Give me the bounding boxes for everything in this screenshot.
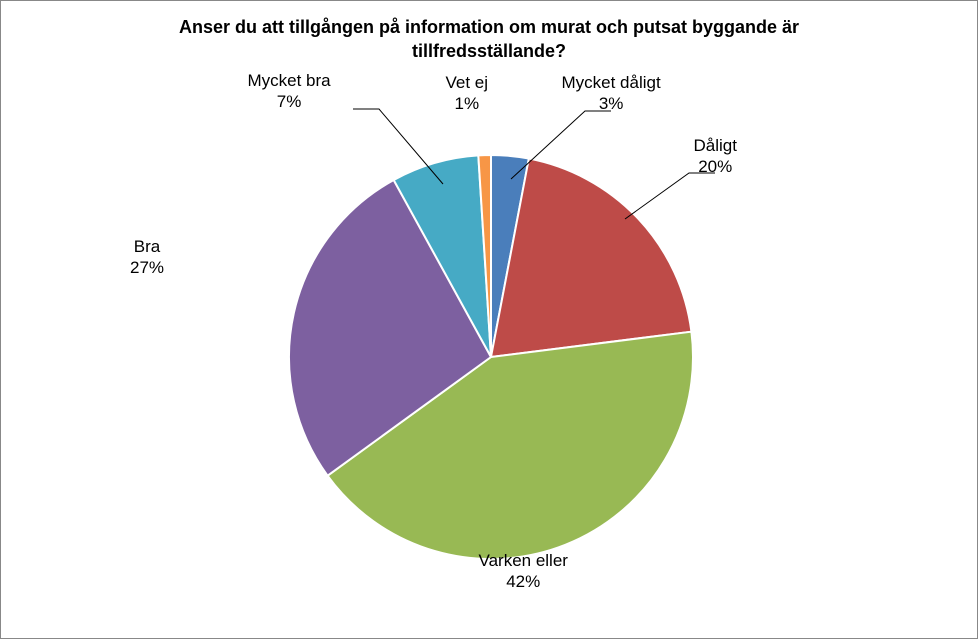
slice-label: Bra 27% — [130, 236, 164, 279]
slice-label-name: Mycket bra — [248, 71, 331, 90]
slice-label-pct: 1% — [454, 94, 479, 113]
slice-label-pct: 3% — [599, 94, 624, 113]
slice-label-pct: 7% — [277, 92, 302, 111]
slice-label: Varken eller 42% — [479, 550, 568, 593]
title-line-2: tillfredsställande? — [412, 41, 566, 61]
slice-label-pct: 42% — [506, 572, 540, 591]
leader-line — [625, 173, 715, 219]
pie-chart — [1, 81, 978, 621]
slice-label: Vet ej 1% — [446, 72, 489, 115]
slice-label-pct: 27% — [130, 258, 164, 277]
slice-label-name: Mycket dåligt — [562, 73, 661, 92]
slice-label: Mycket dåligt 3% — [562, 72, 661, 115]
slice-label: Mycket bra 7% — [248, 70, 331, 113]
slice-label-name: Bra — [134, 237, 160, 256]
slice-label: Dåligt 20% — [694, 135, 737, 178]
slice-label-pct: 20% — [698, 157, 732, 176]
slice-label-name: Dåligt — [694, 136, 737, 155]
title-line-1: Anser du att tillgången på information o… — [179, 17, 799, 37]
chart-container: Anser du att tillgången på information o… — [0, 0, 978, 639]
slice-label-name: Varken eller — [479, 551, 568, 570]
chart-title: Anser du att tillgången på information o… — [1, 15, 977, 64]
slice-label-name: Vet ej — [446, 73, 489, 92]
pie-svg — [1, 81, 978, 621]
